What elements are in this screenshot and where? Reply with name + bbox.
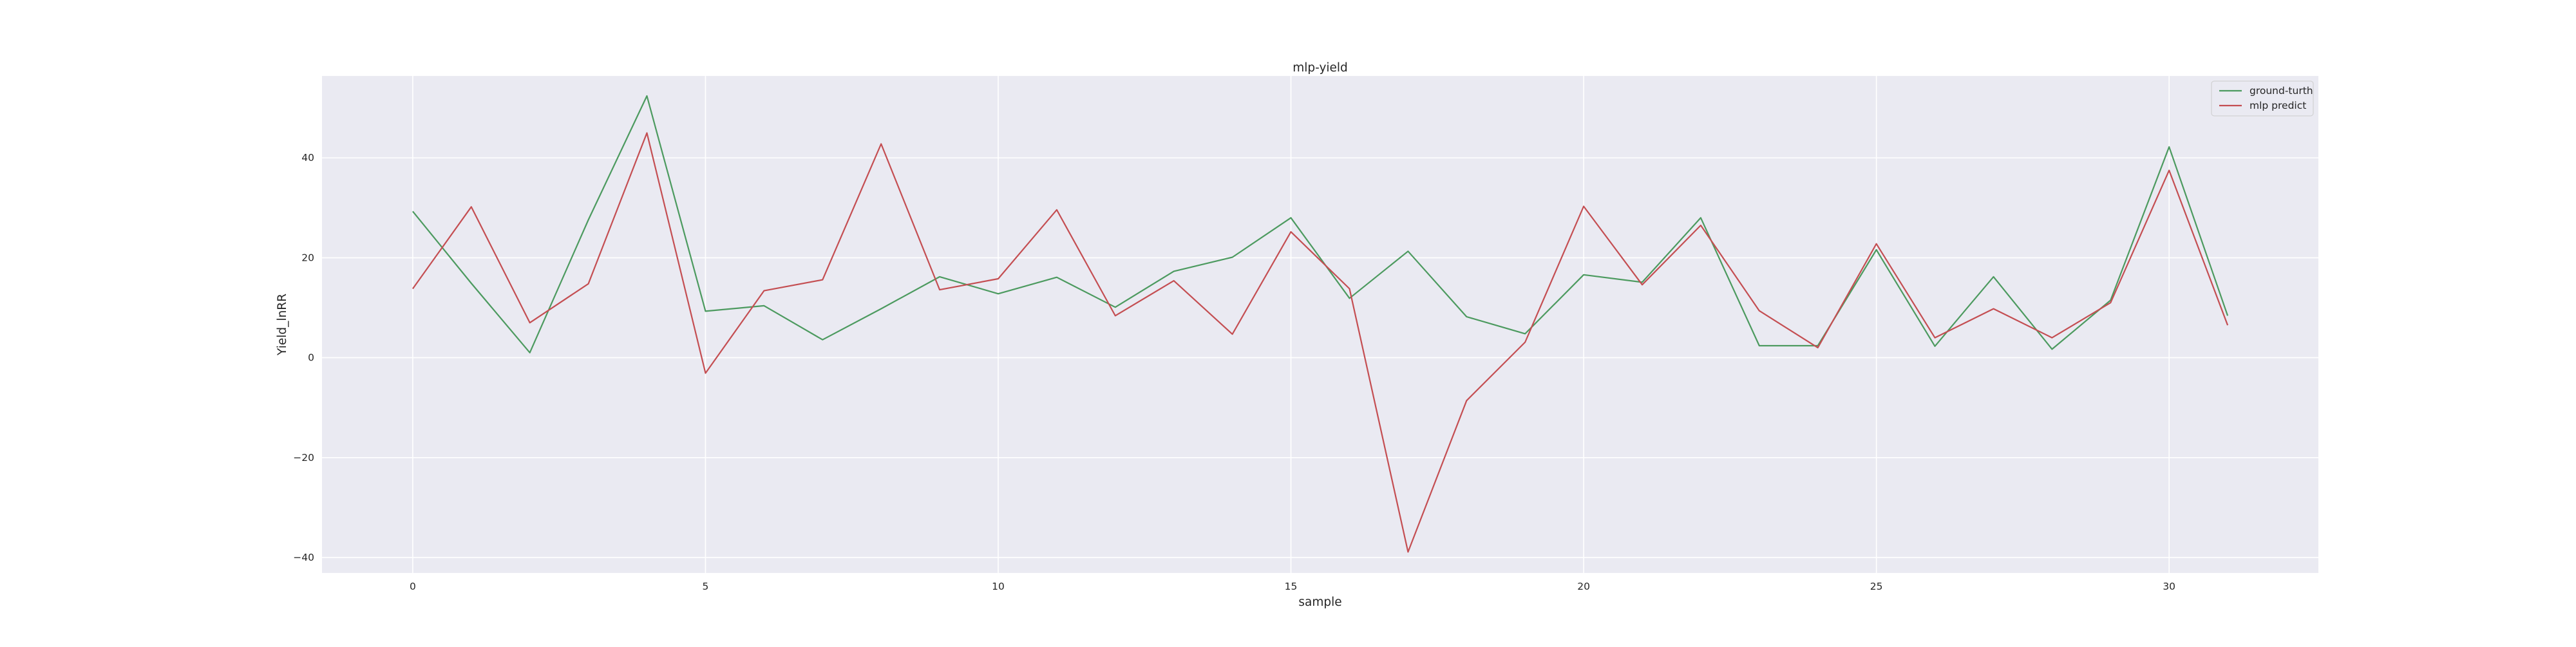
x-tick-label: 10 [992, 581, 1005, 592]
x-tick-label: 15 [1285, 581, 1298, 592]
series-line-mlp-predict [412, 132, 2229, 553]
x-tick-label: 30 [2163, 581, 2175, 592]
y-tick-label: −40 [293, 552, 314, 563]
series-layer [412, 95, 2229, 553]
y-tick-label: 0 [308, 352, 314, 364]
y-tick-label: −20 [293, 452, 314, 464]
legend-label-mlp-predict: mlp predict [2249, 100, 2306, 111]
y-axis-label: Yield_lnRR [276, 294, 289, 356]
chart-title: mlp-yield [1293, 61, 1348, 75]
plot-background [322, 76, 2318, 573]
legend: ground-turth mlp predict [2211, 80, 2314, 117]
legend-frame [2211, 80, 2314, 117]
x-tick-label: 5 [703, 581, 709, 592]
legend-label-ground-turth: ground-turth [2249, 85, 2313, 97]
x-axis-label: sample [1298, 595, 1341, 609]
x-tick-label: 20 [1577, 581, 1590, 592]
x-tick-label: 0 [410, 581, 416, 592]
series-line-ground-turth [412, 95, 2229, 353]
tick-layer: 0 5 10 15 20 25 30 −40 −20 0 20 40 [293, 152, 2175, 592]
y-tick-label: 20 [301, 252, 314, 263]
x-tick-label: 25 [1870, 581, 1883, 592]
y-tick-label: 40 [301, 152, 314, 164]
